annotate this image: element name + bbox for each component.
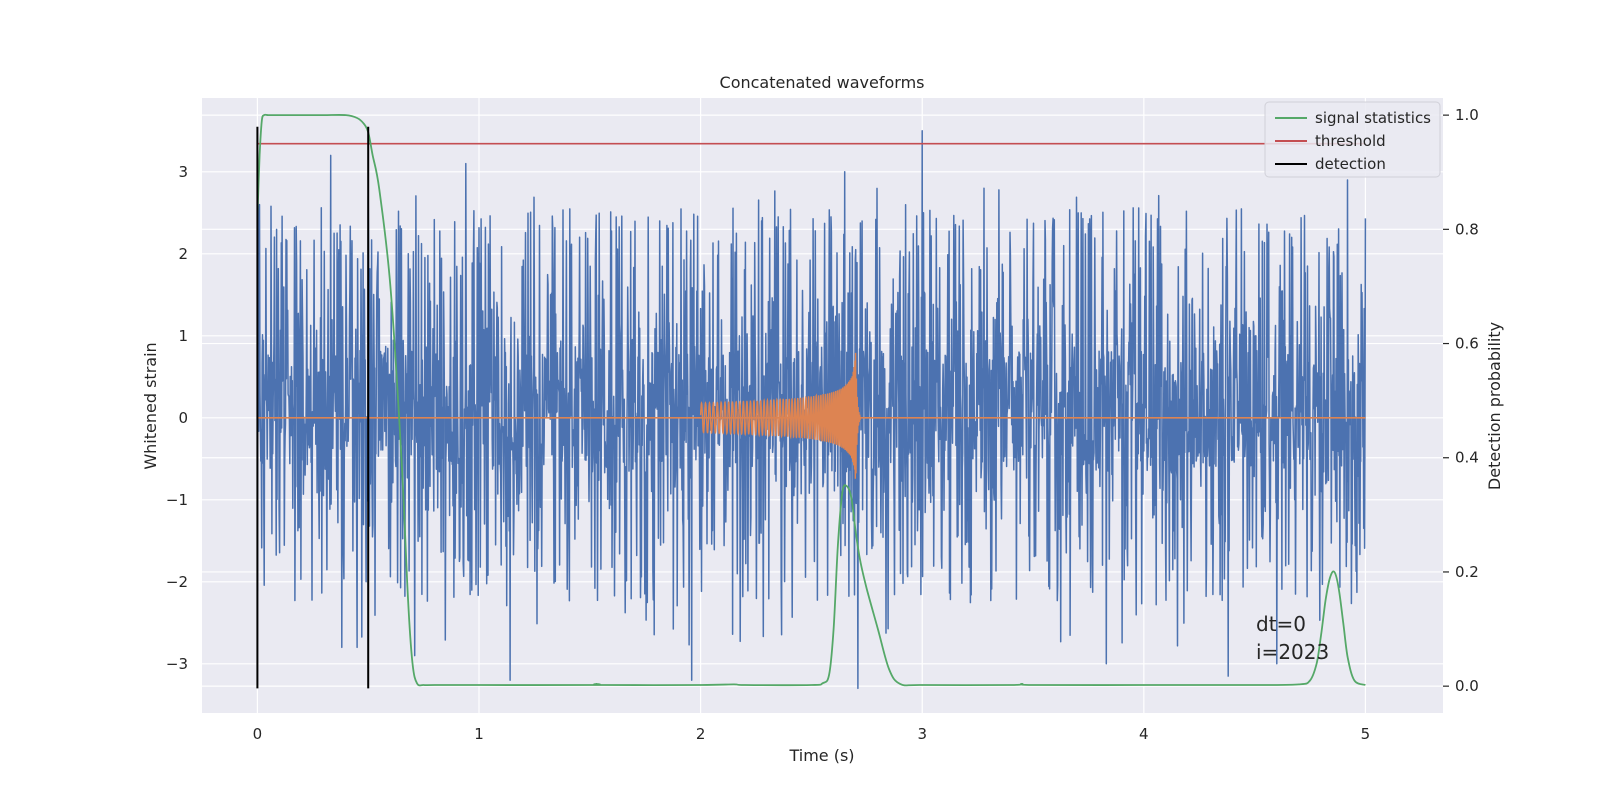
legend: signal statistics threshold detection (1264, 101, 1441, 178)
legend-label: signal statistics (1315, 109, 1431, 127)
data-layer (256, 113, 1367, 690)
y-tick-label: 1 (178, 327, 188, 345)
y-tick-label: 0 (178, 409, 188, 427)
y-tick-label: −1 (166, 491, 188, 509)
y-tick-label: −3 (166, 655, 188, 673)
y2-tick-label: 1.0 (1455, 106, 1479, 124)
chart-title: Concatenated waveforms (720, 73, 925, 92)
legend-box (1264, 101, 1441, 178)
y-tick-label: −2 (166, 573, 188, 591)
series-signal-statistics-line (256, 113, 1366, 687)
series-noise-line (256, 130, 1367, 690)
y-axis-left: −3 −2 −1 0 1 2 3 (166, 163, 188, 673)
y2-tick-label: 0.0 (1455, 677, 1479, 695)
y-tick-label: 2 (178, 245, 188, 263)
y2-tick-label: 0.6 (1455, 335, 1479, 353)
x-tick-label: 3 (917, 725, 927, 743)
y-tick-label: 3 (178, 163, 188, 181)
x-tick-label: 1 (474, 725, 484, 743)
x-tick-label: 0 (253, 725, 263, 743)
annotation-dt: dt=0 (1256, 612, 1306, 636)
x-axis-label: Time (s) (788, 746, 854, 765)
y2-tick-label: 0.2 (1455, 563, 1479, 581)
series-chirp-line (699, 352, 861, 479)
x-tick-label: 4 (1139, 725, 1149, 743)
annotation-i: i=2023 (1256, 640, 1329, 664)
x-tick-label: 2 (696, 725, 706, 743)
legend-label: detection (1315, 155, 1386, 173)
y2-tick-label: 0.4 (1455, 449, 1479, 467)
y-axis-label: Whitened strain (141, 342, 160, 469)
legend-label: threshold (1315, 132, 1386, 150)
x-tick-label: 5 (1361, 725, 1371, 743)
x-axis: 0 1 2 3 4 5 (253, 725, 1371, 743)
y-axis-right: 0.0 0.2 0.4 0.6 0.8 1.0 (1443, 106, 1479, 695)
y2-axis-label: Detection probability (1485, 322, 1504, 490)
y2-tick-label: 0.8 (1455, 220, 1479, 238)
